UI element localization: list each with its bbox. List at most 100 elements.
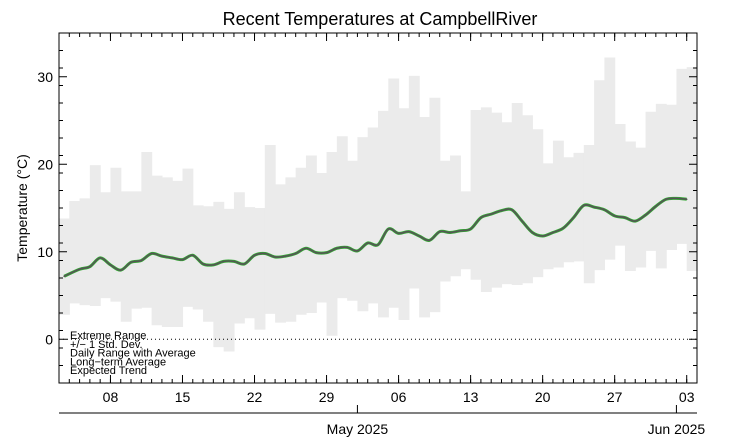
trend-point	[685, 198, 688, 201]
extreme-range-bar	[182, 168, 194, 307]
extreme-range-bar	[192, 205, 204, 310]
month-label: May 2025	[327, 421, 389, 437]
x-tick-label: 03	[679, 389, 695, 405]
extreme-range-bar	[563, 157, 575, 263]
extreme-range-bar	[110, 167, 122, 302]
extreme-range-bar	[131, 191, 142, 309]
trend-point	[624, 216, 626, 219]
extreme-range-bar	[213, 201, 225, 348]
trend-point	[78, 268, 81, 271]
trend-point	[490, 213, 492, 215]
extreme-range-bar	[419, 117, 431, 318]
extreme-range-bar	[398, 108, 410, 320]
extreme-range-bar	[624, 141, 636, 271]
extreme-range-bar	[367, 127, 379, 304]
extreme-range-bar	[491, 112, 503, 288]
legend-entry: Extreme Range	[70, 330, 146, 342]
trend-point	[408, 230, 410, 233]
trend-point	[665, 198, 667, 201]
y-tick-label: 20	[37, 156, 53, 172]
extreme-range-bar	[244, 207, 256, 319]
extreme-range-bar	[79, 198, 91, 306]
month-label: Jun 2025	[648, 421, 706, 437]
extreme-range-bar	[676, 68, 688, 244]
trend-point	[562, 227, 565, 229]
trend-point	[140, 259, 143, 262]
x-tick-label: 27	[607, 389, 623, 405]
legend-entry: Long−term Average	[70, 356, 166, 368]
trend-point	[171, 257, 173, 259]
extreme-range-bar	[655, 103, 667, 269]
trend-point	[346, 246, 348, 249]
extreme-range-bar	[59, 218, 70, 315]
trend-point	[510, 208, 513, 211]
trend-point	[418, 235, 420, 237]
extreme-range-bar	[295, 167, 307, 315]
extreme-range-bar	[357, 137, 369, 312]
trend-point	[356, 250, 359, 252]
extreme-range-bar	[305, 155, 317, 313]
x-tick-label: 22	[247, 389, 263, 405]
x-tick-label: 13	[463, 389, 479, 405]
trend-point	[294, 252, 297, 255]
trend-point	[634, 220, 637, 222]
trend-point	[500, 209, 503, 212]
extreme-range-bar	[604, 57, 616, 260]
extreme-range-bar	[573, 152, 585, 262]
trend-point	[449, 231, 451, 234]
x-tick-label: 06	[391, 389, 407, 405]
extreme-range-bar	[326, 152, 338, 336]
extreme-range-bar	[635, 147, 647, 268]
extreme-range-bar	[470, 110, 482, 280]
trend-point	[161, 255, 163, 257]
extreme-range-bar	[264, 145, 276, 314]
trend-point	[253, 254, 256, 257]
extreme-range-bar	[254, 208, 266, 330]
trend-point	[305, 247, 307, 250]
y-axis-title: Temperature (°C)	[14, 154, 30, 262]
extreme-range-bar	[532, 129, 544, 278]
extreme-range-bar	[439, 160, 451, 282]
extreme-range-bar	[100, 192, 112, 299]
trend-point	[150, 252, 153, 255]
trend-point	[428, 239, 431, 242]
trend-point	[480, 216, 482, 219]
extreme-range-bar	[552, 140, 564, 268]
trend-point	[552, 231, 554, 234]
trend-point	[336, 247, 338, 250]
trend-point	[181, 258, 184, 261]
x-tick-label: 08	[103, 389, 119, 405]
legend-entry: Expected Trend	[70, 365, 147, 377]
trend-point	[438, 230, 441, 233]
extreme-range-bar	[614, 124, 626, 246]
extreme-range-bar	[89, 165, 101, 306]
trend-point	[541, 235, 544, 237]
extreme-range-bar	[316, 173, 328, 303]
trend-point	[89, 265, 91, 268]
extreme-range-bar	[511, 103, 523, 285]
extreme-range-bar	[161, 177, 173, 328]
extreme-range-bar	[285, 177, 297, 322]
extreme-range-bar	[347, 160, 359, 301]
extreme-range-bar	[408, 75, 420, 289]
trend-point	[531, 231, 534, 234]
trend-point	[243, 263, 246, 265]
trend-point	[99, 257, 101, 259]
trend-point	[603, 208, 606, 211]
extreme-range-bar	[223, 208, 235, 352]
legend-entry: Daily Range with Average	[70, 348, 196, 360]
trend-point	[222, 260, 225, 263]
trend-point	[521, 220, 523, 222]
trend-point	[109, 264, 112, 266]
extreme-range-bar	[336, 136, 348, 299]
trend-point	[274, 256, 276, 258]
trend-point	[644, 214, 647, 216]
x-tick-label: 20	[535, 389, 551, 405]
extreme-range-bar	[501, 122, 513, 285]
extreme-range-bar	[645, 111, 657, 251]
trend-point	[212, 264, 215, 266]
extreme-range-bar	[141, 152, 153, 308]
trend-point	[233, 260, 235, 263]
trend-point	[325, 251, 328, 254]
